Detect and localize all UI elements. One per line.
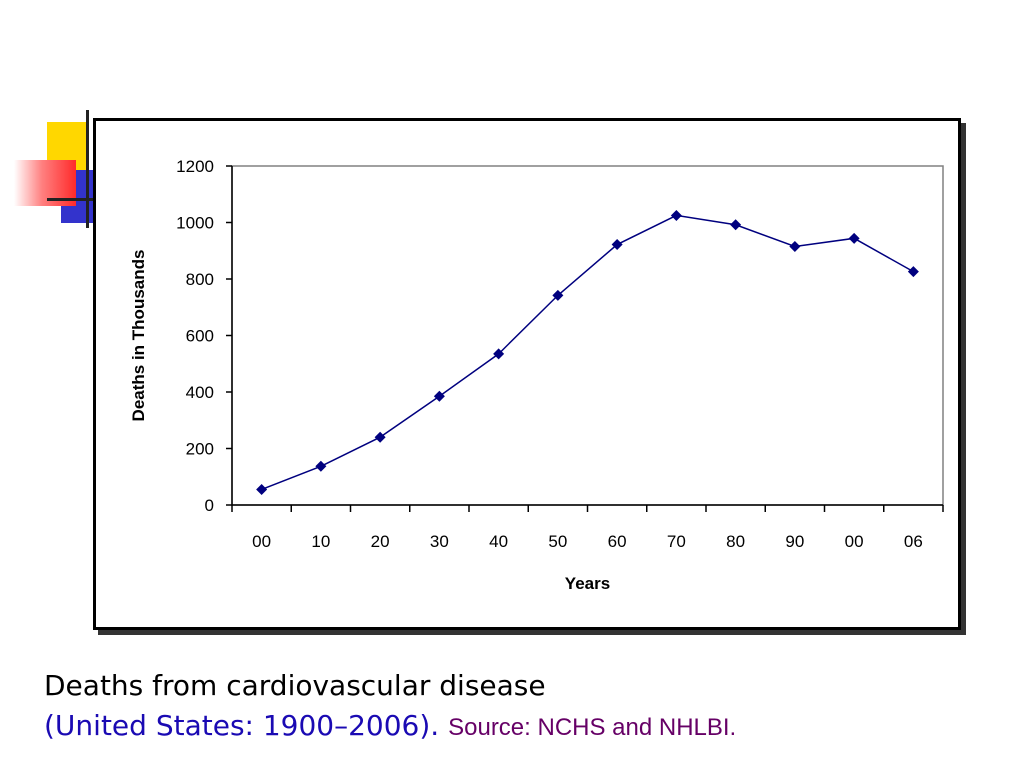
x-tick-label: 40 <box>489 532 508 551</box>
x-tick-label: 10 <box>311 532 330 551</box>
x-tick-label: 06 <box>904 532 923 551</box>
x-tick-label: 50 <box>548 532 567 551</box>
line-chart: 0 200 400 600 800 1000 1200 00 10 20 30 40 50 60 70 80… <box>129 157 944 593</box>
x-tick-label: 70 <box>667 532 686 551</box>
data-point-marker <box>493 348 505 360</box>
y-tick-label: 800 <box>186 270 214 289</box>
data-point-marker <box>611 239 623 251</box>
x-tick-label: 80 <box>726 532 745 551</box>
y-tick-label: 1200 <box>176 157 214 176</box>
y-axis-ticks: 0 200 400 600 800 1000 1200 <box>176 157 232 515</box>
slide-caption: Deaths from cardiovascular disease (Unit… <box>44 666 1004 748</box>
plot-area <box>231 165 944 506</box>
data-point-marker <box>730 219 742 231</box>
x-axis-ticks: 00 10 20 30 40 50 60 70 80 90 00 06 <box>231 505 944 551</box>
y-axis-title: Deaths in Thousands <box>129 250 148 422</box>
chart-frame: 0 200 400 600 800 1000 1200 00 10 20 30 40 50 60 70 80… <box>93 118 961 630</box>
x-tick-label: 00 <box>845 532 864 551</box>
y-tick-label: 600 <box>186 327 214 346</box>
x-tick-label: 30 <box>430 532 449 551</box>
y-tick-label: 1000 <box>176 214 214 233</box>
caption-line1: Deaths from cardiovascular disease <box>44 669 546 702</box>
x-tick-label: 00 <box>252 532 271 551</box>
data-point-marker <box>552 289 564 301</box>
x-tick-label: 90 <box>785 532 804 551</box>
y-tick-label: 0 <box>205 496 214 515</box>
data-point-marker <box>374 431 386 443</box>
data-point-marker <box>315 460 327 472</box>
caption-line2-text: (United States: 1900–2006). <box>44 709 440 742</box>
data-point-marker <box>433 390 445 402</box>
data-point-marker <box>670 209 682 221</box>
y-tick-label: 200 <box>186 440 214 459</box>
series-markers <box>256 209 919 495</box>
caption-line2: (United States: 1900–2006). Source: NCHS… <box>44 706 1004 748</box>
x-axis-title: Years <box>565 574 610 593</box>
decorative-horizontal-line <box>47 198 95 201</box>
x-tick-label: 60 <box>608 532 627 551</box>
data-point-marker <box>907 266 919 278</box>
y-tick-label: 400 <box>186 383 214 402</box>
caption-source: Source: NCHS and NHLBI. <box>448 714 737 741</box>
data-point-marker <box>789 241 801 253</box>
decorative-vertical-line <box>86 110 89 228</box>
data-point-marker <box>256 483 268 495</box>
series-line <box>261 214 914 491</box>
x-tick-label: 20 <box>371 532 390 551</box>
data-point-marker <box>848 232 860 244</box>
